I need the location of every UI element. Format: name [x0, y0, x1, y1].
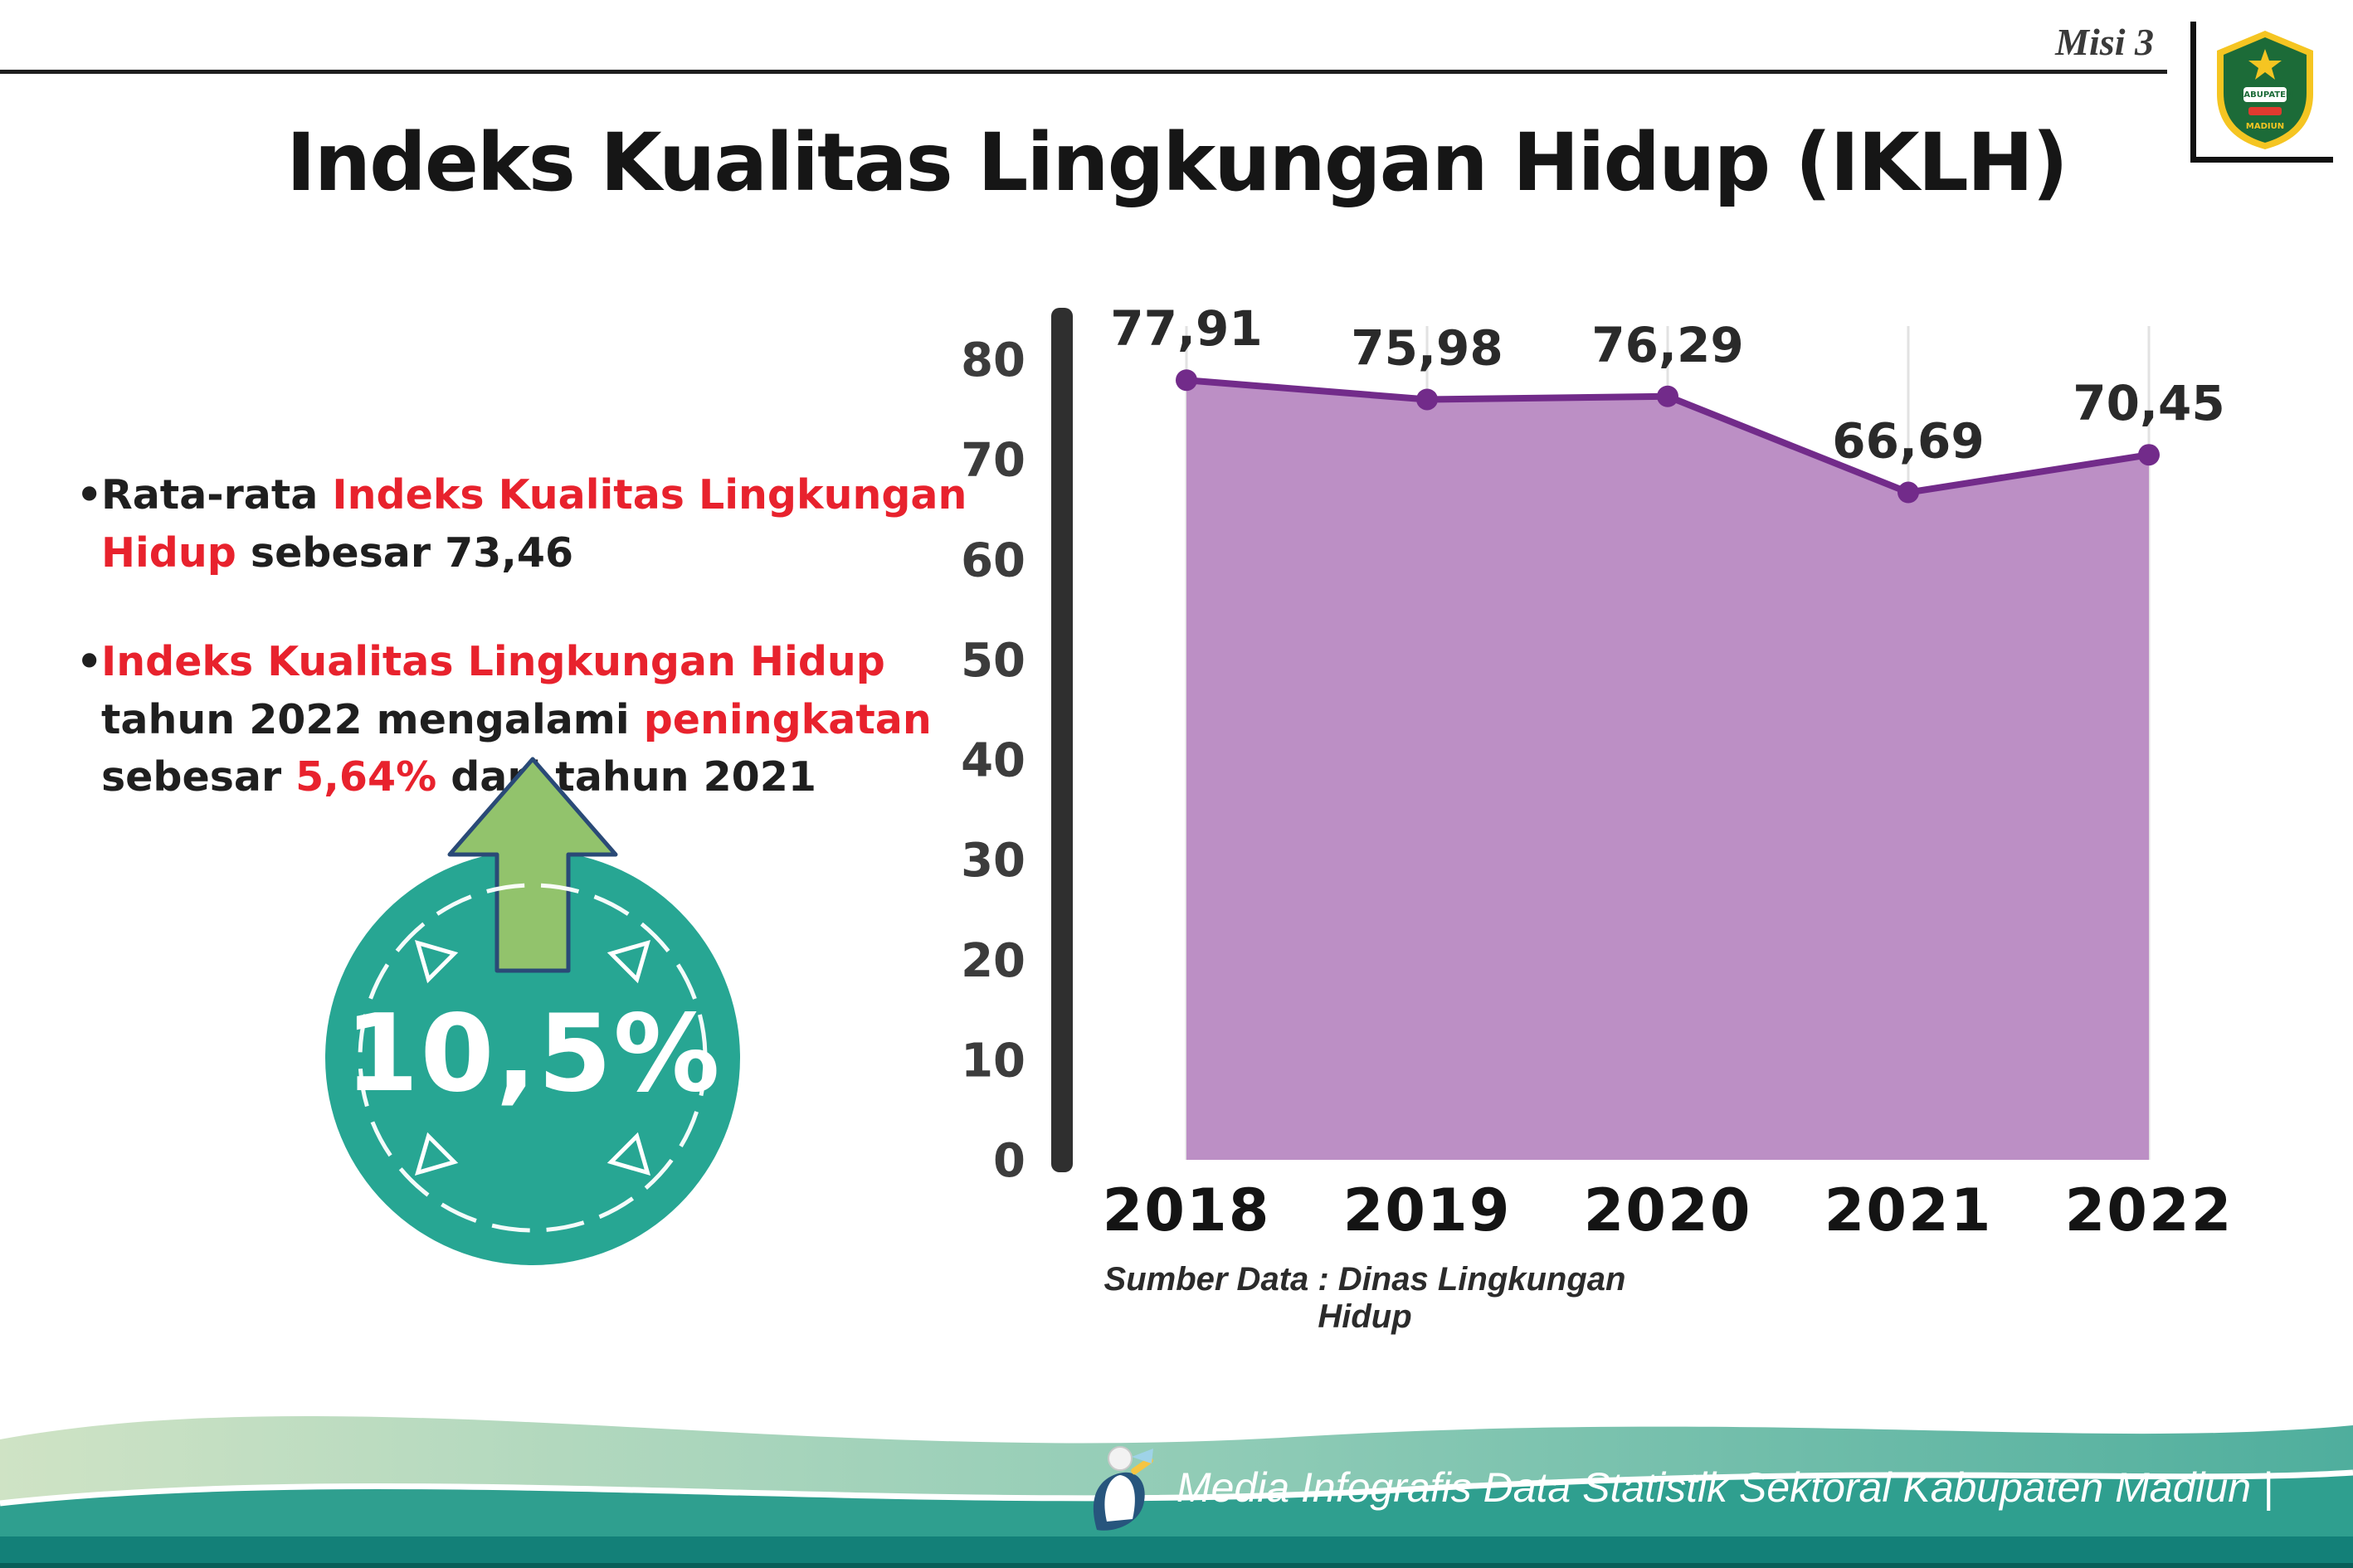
- footer-text: Media Infografis Data Statistik Sektoral…: [1176, 1464, 2273, 1511]
- svg-text:MADIUN: MADIUN: [2245, 122, 2283, 131]
- increase-percentage: 10,5%: [344, 992, 722, 1116]
- svg-text:80: 80: [961, 334, 1025, 387]
- svg-text:10: 10: [961, 1034, 1025, 1088]
- bullet-increase-2022: Indeks Kualitas Lingkungan Hidup tahun 2…: [76, 633, 968, 806]
- increase-badge: [325, 757, 740, 1265]
- misi-label: Misi 3: [2055, 21, 2154, 63]
- badge-circle: [325, 850, 740, 1265]
- text-segment: sebesar: [101, 753, 296, 801]
- footer-strip-dark: [0, 1563, 2353, 1568]
- svg-text:77,91: 77,91: [1110, 300, 1262, 357]
- footer-waves: [0, 1415, 2353, 1568]
- svg-text:2018: 2018: [1103, 1176, 1271, 1244]
- svg-text:40: 40: [961, 734, 1025, 788]
- svg-text:KABUPATEN: KABUPATEN: [2237, 90, 2292, 100]
- footer-strip: [0, 1536, 2353, 1568]
- badge-ring: [358, 883, 708, 1233]
- chart-source: Sumber Data : Dinas Lingkungan Hidup: [1103, 1261, 1626, 1335]
- svg-text:70,45: 70,45: [2073, 375, 2224, 431]
- svg-text:2022: 2022: [2065, 1176, 2234, 1244]
- footer-wave-divider: [0, 1469, 2353, 1507]
- svg-text:50: 50: [961, 634, 1025, 688]
- key-points-list: Rata-rata Indeks Kualitas Lingkungan Hid…: [76, 466, 968, 858]
- kabupaten-madiun-logo: KABUPATEN MADIUN: [2190, 22, 2333, 163]
- text-segment: 5,64%: [295, 753, 437, 801]
- text-segment: Rata-rata: [101, 471, 333, 519]
- badge-triangle-icon: [607, 939, 651, 984]
- text-segment: peningkatan: [643, 695, 932, 743]
- text-segment: sebesar 73,46: [236, 528, 574, 577]
- kabupaten-madiun-emblem-icon: KABUPATEN MADIUN: [2216, 30, 2313, 149]
- svg-text:60: 60: [961, 533, 1025, 587]
- badge-triangle-icon: [414, 939, 459, 984]
- iklh-area-chart: 0 10 20 30 40 50 60 70 80 77,91 75,98 76,29 66,69 70,…: [961, 300, 2234, 1244]
- svg-text:70: 70: [961, 434, 1025, 488]
- svg-text:2020: 2020: [1584, 1176, 1752, 1244]
- header-rule: [0, 70, 2167, 74]
- svg-text:76,29: 76,29: [1591, 317, 1743, 373]
- mascot-icon: [1093, 1446, 1153, 1531]
- up-arrow-icon: [447, 757, 618, 973]
- svg-text:2019: 2019: [1343, 1176, 1512, 1244]
- page-title: Indeks Kualitas Lingkungan Hidup (IKLH): [286, 116, 2068, 209]
- svg-text:2021: 2021: [1824, 1176, 1993, 1244]
- svg-text:75,98: 75,98: [1351, 319, 1503, 376]
- footer-credit: Media Infografis Data Statistik Sektoral…: [1082, 1442, 2273, 1533]
- svg-text:20: 20: [961, 934, 1025, 988]
- badge-triangle-icon: [607, 1132, 651, 1176]
- badge-triangle-icon: [414, 1132, 459, 1176]
- text-segment: Indeks Kualitas Lingkungan Hidup: [101, 471, 967, 577]
- svg-text:0: 0: [993, 1134, 1025, 1188]
- text-segment: Indeks Kualitas Lingkungan Hidup: [101, 638, 885, 686]
- text-segment: tahun 2022 mengalami: [101, 695, 644, 743]
- svg-text:66,69: 66,69: [1832, 413, 1984, 470]
- svg-text:30: 30: [961, 834, 1025, 888]
- bullet-average-iklh: Rata-rata Indeks Kualitas Lingkungan Hid…: [76, 466, 968, 582]
